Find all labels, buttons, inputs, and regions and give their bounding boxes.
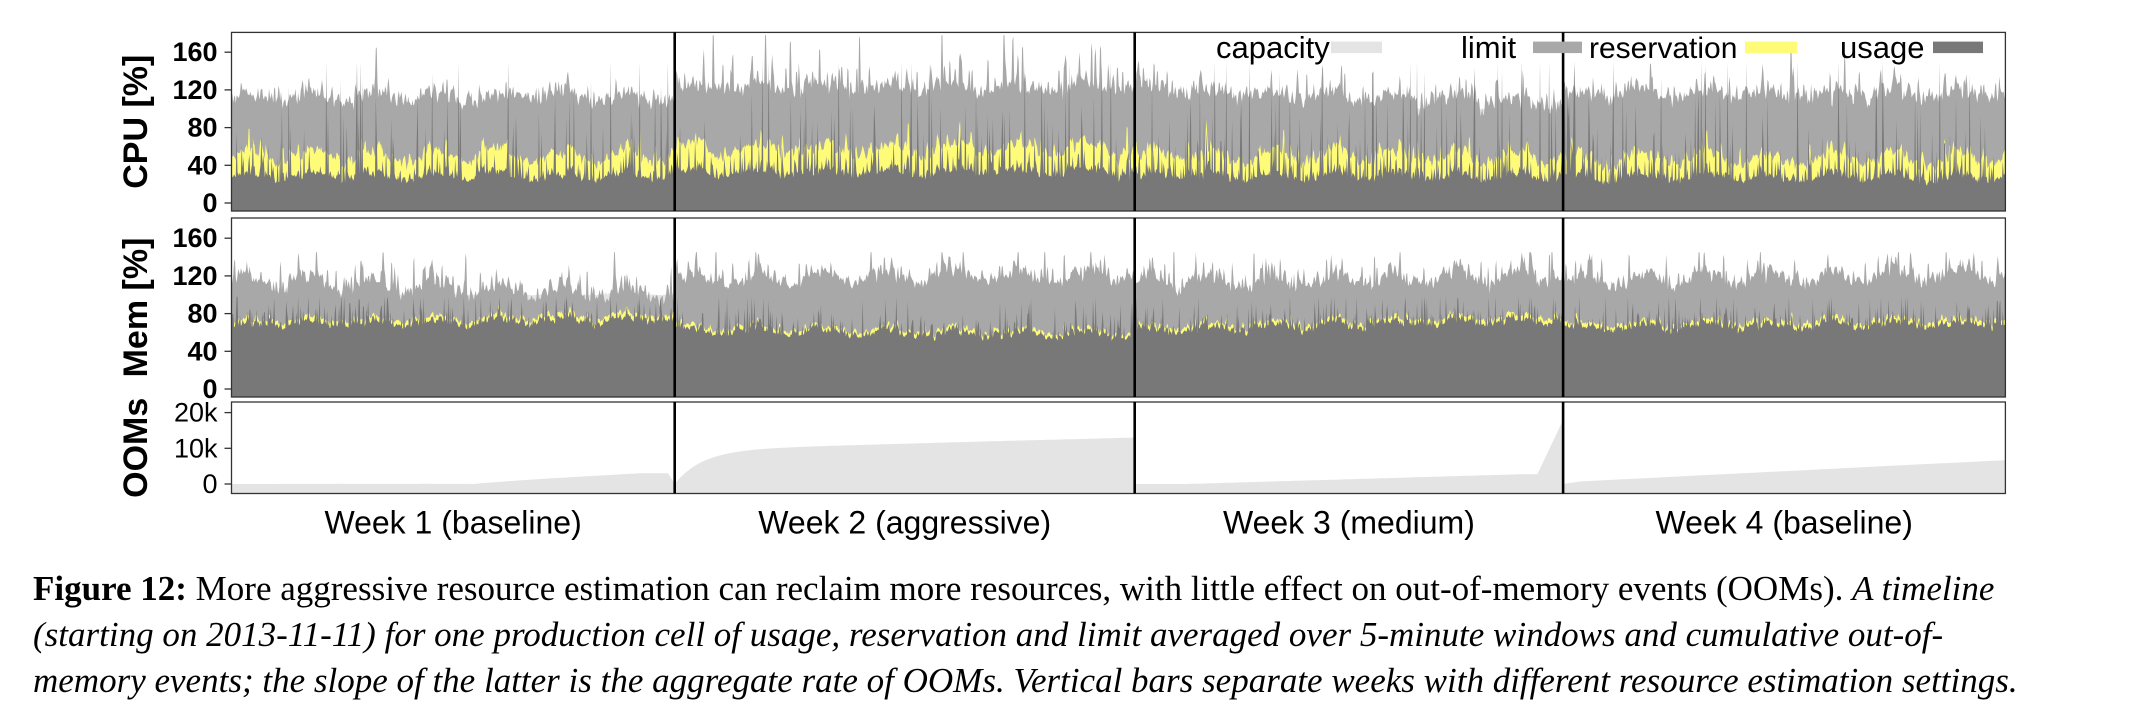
svg-text:40: 40 <box>187 336 217 366</box>
svg-text:Week 1 (baseline): Week 1 (baseline) <box>324 505 581 541</box>
svg-text:80: 80 <box>187 113 217 143</box>
svg-text:OOMs: OOMs <box>117 398 155 498</box>
svg-text:Week 2 (aggressive): Week 2 (aggressive) <box>758 505 1051 541</box>
svg-text:capacity: capacity <box>1216 30 1330 65</box>
svg-text:120: 120 <box>172 261 217 291</box>
svg-text:80: 80 <box>187 299 217 329</box>
svg-text:0: 0 <box>202 469 217 499</box>
svg-text:Mem [%]: Mem [%] <box>117 238 155 378</box>
svg-text:usage: usage <box>1840 30 1924 65</box>
svg-text:Week 3 (medium): Week 3 (medium) <box>1223 505 1475 541</box>
svg-text:20k: 20k <box>174 398 218 428</box>
svg-text:0: 0 <box>202 188 217 218</box>
svg-text:CPU [%]: CPU [%] <box>117 55 155 189</box>
svg-text:120: 120 <box>172 75 217 105</box>
svg-text:160: 160 <box>172 223 217 253</box>
svg-text:reservation: reservation <box>1589 32 1737 65</box>
svg-text:Week 4 (baseline): Week 4 (baseline) <box>1656 505 1913 541</box>
svg-text:limit: limit <box>1461 30 1516 65</box>
svg-text:10k: 10k <box>174 433 218 463</box>
svg-text:40: 40 <box>187 150 217 180</box>
svg-text:160: 160 <box>172 37 217 67</box>
